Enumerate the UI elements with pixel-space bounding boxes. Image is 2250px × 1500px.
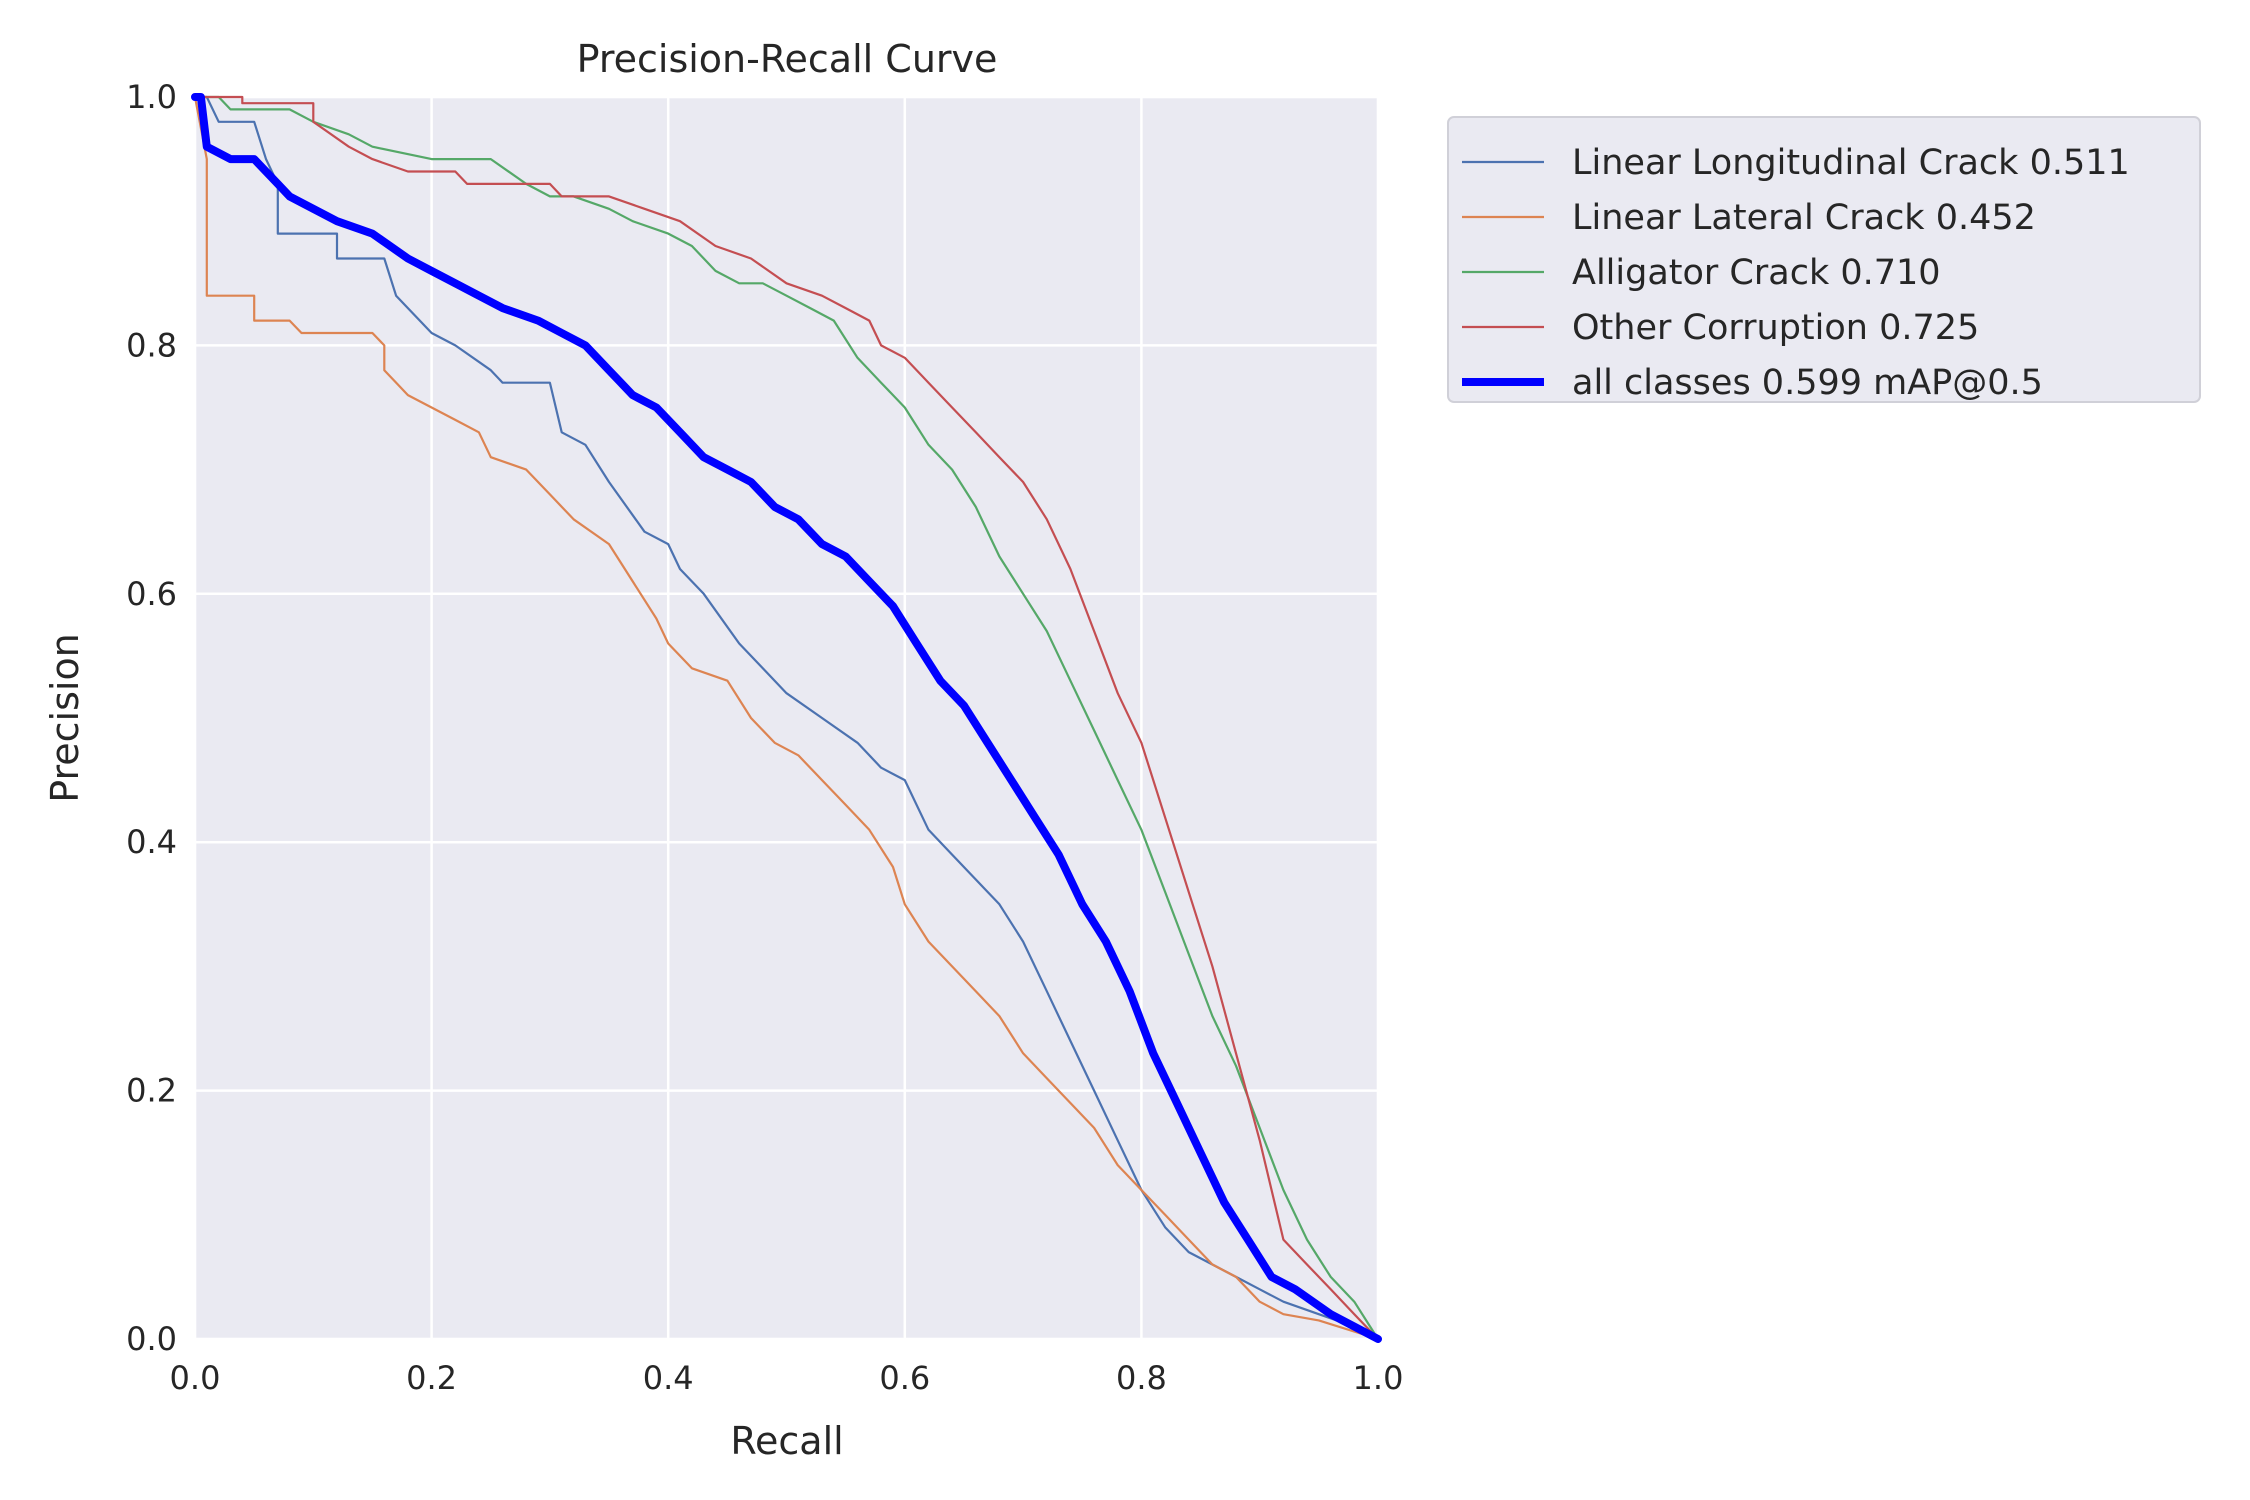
y-tick-label-1: 0.2 [126,1072,177,1110]
plot-area [195,97,1378,1339]
y-tick-label-2: 0.4 [126,823,177,861]
series-line-2 [193,95,1380,1341]
legend-label-2: Alligator Crack 0.710 [1572,253,1941,293]
series-line-0 [193,95,1380,1341]
series-line-3 [193,95,1380,1341]
legend-label-1: Linear Lateral Crack 0.452 [1572,198,2036,238]
x-tick-label-1: 0.2 [406,1359,457,1397]
x-tick-label-2: 0.4 [643,1359,694,1397]
grid-lines [193,95,1380,1341]
y-tick-label-4: 0.8 [126,326,177,364]
tick-labels: 0.0 0.2 0.4 0.6 0.8 1.0 0.0 0.2 0.4 0.6 0.8 1.0 [126,78,1403,1397]
x-tick-label-3: 0.6 [879,1359,930,1397]
x-tick-label-0: 0.0 [170,1359,221,1397]
y-tick-label-0: 0.0 [126,1320,177,1358]
legend-label-3: Other Corruption 0.725 [1572,308,1979,348]
series-line-1 [193,95,1380,1341]
chart-title: Precision-Recall Curve [577,37,998,81]
series-line-4 [191,93,1382,1343]
legend-label-0: Linear Longitudinal Crack 0.511 [1572,143,2130,183]
y-tick-label-3: 0.6 [126,575,177,613]
legend-label-4: all classes 0.599 mAP@0.5 [1572,363,2043,403]
y-tick-label-5: 1.0 [126,78,177,116]
x-tick-label-5: 1.0 [1353,1359,1404,1397]
x-axis-label: Recall [730,1419,843,1463]
legend: Linear Longitudinal Crack 0.511 Linear La… [1447,116,2201,403]
y-axis-label: Precision [43,633,87,803]
legend-box [1447,116,2201,403]
series-lines [191,93,1382,1343]
x-tick-label-4: 0.8 [1116,1359,1167,1397]
